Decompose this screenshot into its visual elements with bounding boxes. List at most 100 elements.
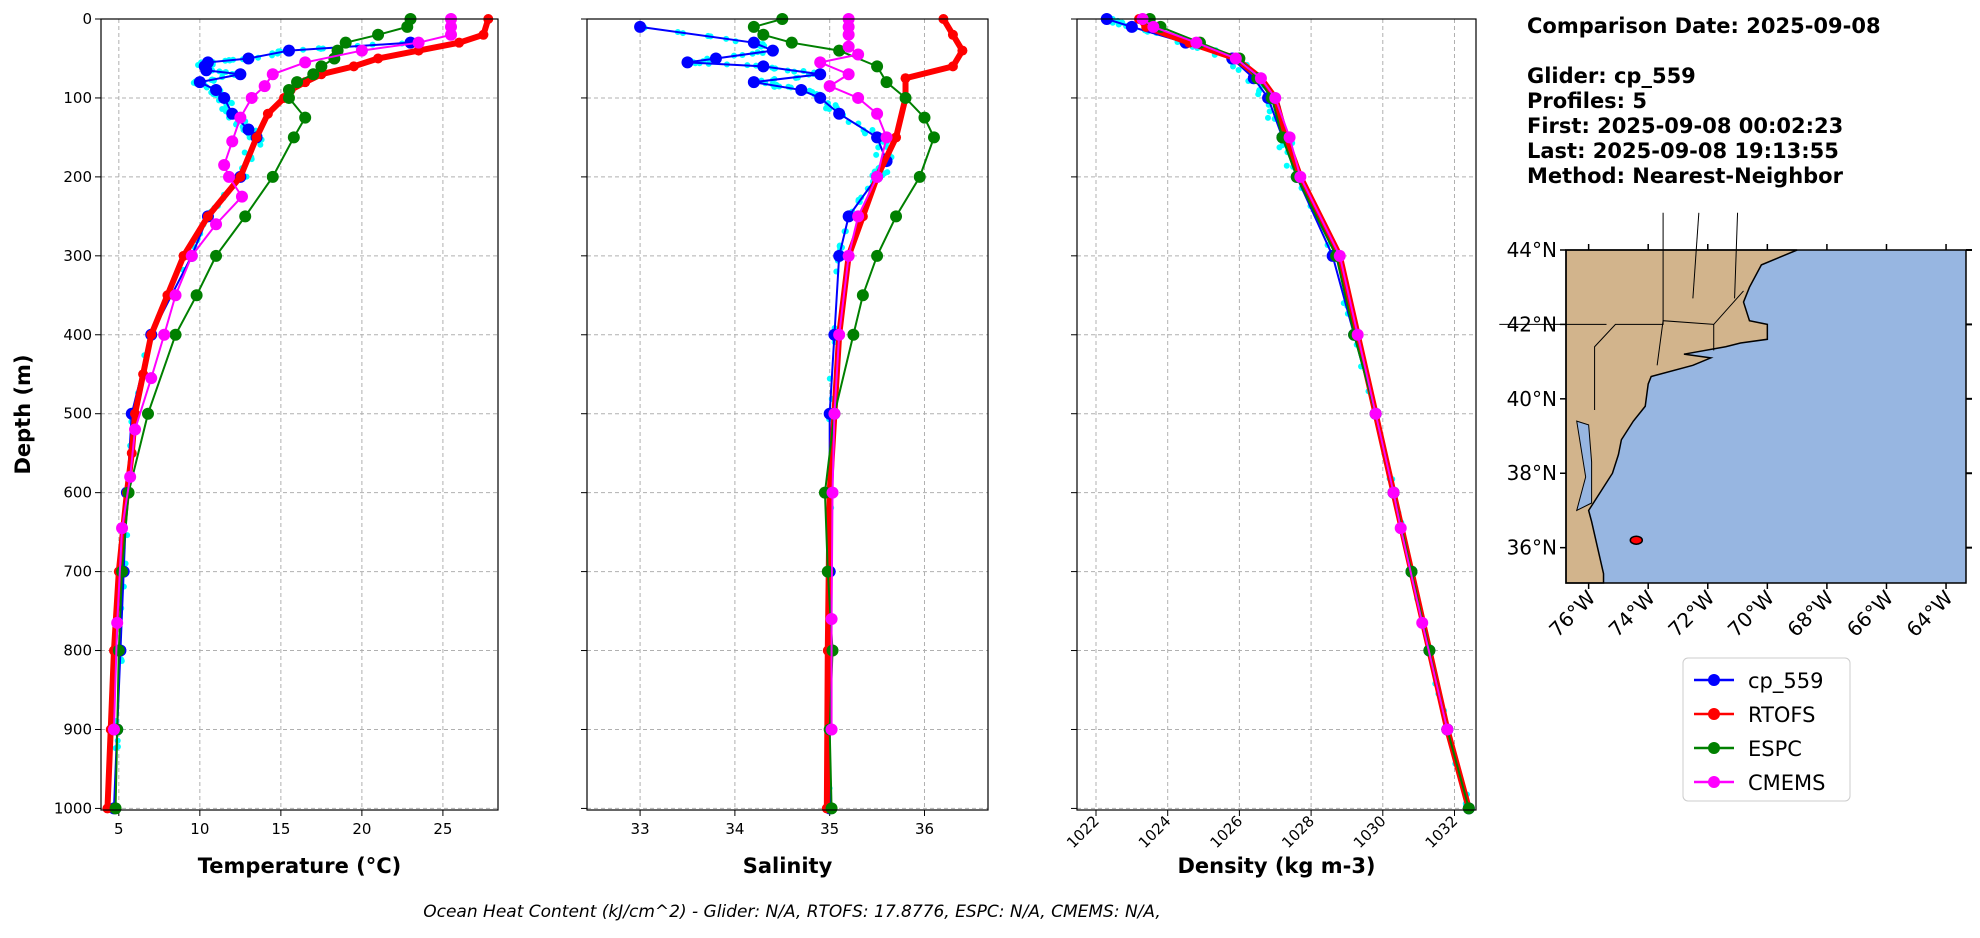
y-tick-label: 1000 [54,799,92,817]
data-point-CMEMS [814,56,827,69]
lon-label: 76°W [1544,585,1600,641]
state-border [1734,212,1739,299]
data-point-CMEMS [825,723,838,736]
data-point-CMEMS [223,170,236,183]
data-point-CMEMS [852,48,865,61]
state-border [1692,212,1700,299]
data-point-ESPC [112,644,125,657]
y-tick-label: 0 [82,10,92,28]
data-point-CMEMS [826,486,839,499]
state-border [1594,212,1664,410]
data-point-cp_559 [709,52,722,65]
data-point-cp_559 [747,76,760,89]
legend-label: cp_559 [1748,669,1823,694]
x-tick-label: 15 [271,820,290,838]
chesapeake-bay [1575,420,1593,512]
data-point-ESPC [847,328,860,341]
data-point-ESPC [116,565,129,578]
data-point-CMEMS [828,407,841,420]
legend-item-ESPC: ESPC [1694,737,1802,761]
data-point-CMEMS [1190,36,1203,49]
data-point-CMEMS [880,131,893,144]
lon-label: 72°W [1663,585,1719,641]
data-point-ESPC [109,802,122,815]
data-point-ESPC [913,170,926,183]
data-point-cp_559 [814,68,827,81]
data-point-CMEMS [355,44,368,57]
panel-dens: 1022 1024 1026 1028 1030 1032 Density (kg m-3) [1063,13,1477,878]
data-point-ESPC [315,60,328,73]
legend-marker [1708,674,1720,686]
data-point-CMEMS [258,80,271,93]
data-point-cp_559 [871,131,884,144]
data-point-RTOFS [900,73,911,84]
data-point-cp_559 [833,249,846,262]
series-cp_559 [634,20,893,815]
axes-frame [586,18,989,811]
data-point-RTOFS [251,132,262,143]
series-CMEMS [814,13,893,736]
data-point-ESPC [141,407,154,420]
data-point-RTOFS [947,61,958,72]
data-point-cp_559 [210,84,223,97]
raw-point [884,169,891,176]
data-point-CMEMS [124,470,137,483]
data-point-CMEMS [842,40,855,53]
first-time: First: 2025-09-08 00:02:23 [1527,114,1844,138]
y-tick-label: 300 [63,247,92,265]
data-point-ESPC [833,44,846,57]
data-point-ESPC [871,60,884,73]
data-point-CMEMS [871,107,884,120]
data-point-CMEMS [852,91,865,104]
data-point-CMEMS [218,159,231,172]
data-point-cp_559 [634,20,647,33]
raw-point [873,151,880,158]
data-point-CMEMS [107,723,120,736]
raw-point [1283,162,1290,169]
data-point-RTOFS [102,803,113,814]
legend-item-cp_559: cp_559 [1694,669,1823,694]
data-point-CMEMS [234,111,247,124]
series-ESPC [109,13,417,815]
data-point-ESPC [169,328,182,341]
data-point-CMEMS [1369,407,1382,420]
axes-frame [1076,18,1477,811]
x-tick-label: 36 [915,820,934,838]
data-point-cp_559 [218,91,231,104]
y-tick-label: 200 [63,168,92,186]
legend-label: RTOFS [1748,703,1815,727]
lon-label: 66°W [1842,585,1898,641]
raw-point [228,100,235,107]
raw-point [1235,66,1242,73]
data-point-RTOFS [348,61,359,72]
data-point-ESPC [239,210,252,223]
legend-item-CMEMS: CMEMS [1694,771,1826,795]
data-point-CMEMS [266,68,279,81]
land [1565,249,1798,584]
data-point-ESPC [282,91,295,104]
data-point-CMEMS [1283,131,1296,144]
data-point-cp_559 [747,36,760,49]
data-point-CMEMS [226,135,239,148]
data-point-RTOFS [162,290,173,301]
glider-marker [1629,535,1644,545]
data-point-ESPC [401,20,414,33]
x-tick-label: 35 [820,820,839,838]
raw-point [1229,63,1236,70]
legend-marker [1708,742,1720,754]
x-tick-label: 1026 [1206,812,1246,852]
data-point-CMEMS [1441,723,1454,736]
data-point-CMEMS [1351,328,1364,341]
x-tick-label: 1030 [1350,812,1390,852]
data-point-cp_559 [234,68,247,81]
data-point-ESPC [825,802,838,815]
legend-marker [1708,708,1720,720]
series-line-CMEMS [112,19,453,730]
raw-point [241,149,248,156]
lat-label: 44°N [1507,238,1557,262]
data-point-cp_559 [833,107,846,120]
state-border [1656,290,1744,366]
data-point-CMEMS [299,56,312,69]
y-tick-label: 700 [63,563,92,581]
lat-label: 38°N [1507,461,1557,485]
